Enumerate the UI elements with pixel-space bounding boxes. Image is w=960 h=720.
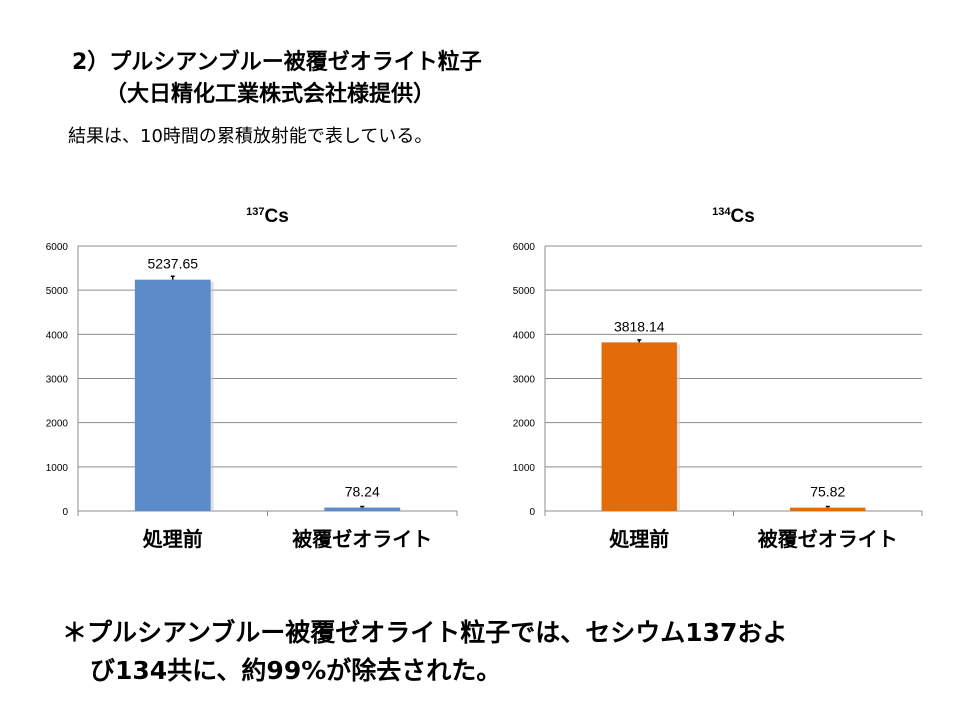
note-line-1: ＊プルシアンブルー被覆ゼオライト粒子では、セシウム137およ bbox=[62, 618, 788, 647]
y-tick-label: 3000 bbox=[46, 375, 69, 386]
x-category-label: 被覆ゼオライト bbox=[758, 527, 898, 551]
y-tick-label: 0 bbox=[529, 507, 535, 518]
slide-subtitle: 結果は、10時間の累積放射能で表している。 bbox=[68, 126, 433, 147]
y-tick-label: 5000 bbox=[46, 286, 69, 297]
error-bar bbox=[170, 275, 175, 280]
y-tick-label: 3000 bbox=[513, 375, 536, 386]
y-tick-label: 5000 bbox=[513, 286, 536, 297]
chart-title: 137Cs bbox=[246, 206, 289, 227]
x-category-label: 処理前 bbox=[143, 527, 203, 551]
slide-title-credit: （大日精化工業株式会社様提供） bbox=[105, 82, 436, 107]
y-tick-label: 2000 bbox=[513, 419, 536, 430]
conclusion-note: ＊プルシアンブルー被覆ゼオライト粒子では、セシウム137およ び134共に、約9… bbox=[62, 614, 942, 690]
x-category-label: 処理前 bbox=[609, 527, 669, 551]
y-tick-label: 1000 bbox=[513, 463, 536, 474]
error-bar bbox=[825, 505, 830, 508]
note-line-2: び134共に、約99%が除去された。 bbox=[90, 656, 502, 685]
y-tick-label: 0 bbox=[62, 507, 68, 518]
y-tick-label: 6000 bbox=[513, 242, 536, 253]
data-label: 75.82 bbox=[810, 484, 845, 500]
data-label: 78.24 bbox=[345, 484, 380, 500]
y-tick-label: 2000 bbox=[46, 419, 69, 430]
error-bar bbox=[637, 339, 642, 343]
y-tick-label: 1000 bbox=[46, 463, 69, 474]
bar bbox=[324, 507, 401, 511]
slide-title: 2）プルシアンブルー被覆ゼオライト粒子 bbox=[72, 50, 482, 75]
bar bbox=[134, 279, 211, 511]
y-tick-label: 6000 bbox=[46, 242, 69, 253]
bar bbox=[790, 507, 866, 511]
data-label: 3818.14 bbox=[614, 318, 665, 334]
bar bbox=[601, 342, 677, 511]
y-tick-label: 4000 bbox=[46, 330, 69, 341]
y-tick-label: 4000 bbox=[513, 330, 536, 341]
data-label: 5237.65 bbox=[147, 256, 198, 272]
error-bar bbox=[360, 505, 365, 508]
chart-title: 134Cs bbox=[712, 206, 755, 227]
x-category-label: 被覆ゼオライト bbox=[292, 527, 432, 551]
